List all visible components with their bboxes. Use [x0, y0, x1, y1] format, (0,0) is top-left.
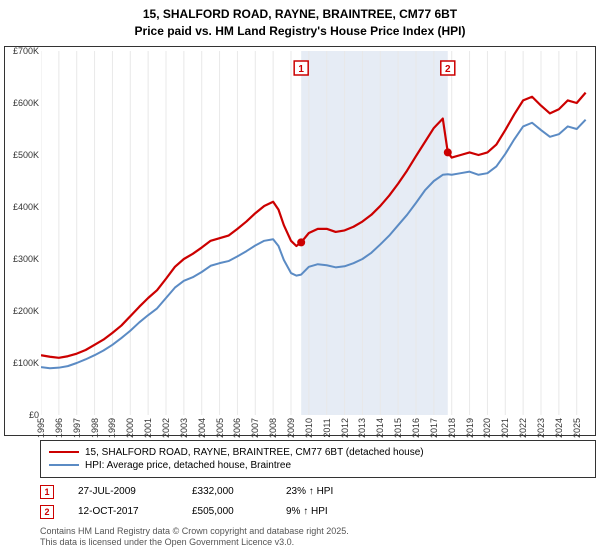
sale-hpi-1: 23% ↑ HPI	[286, 486, 356, 497]
chart-area: £0£100K£200K£300K£400K£500K£600K£700K 12…	[4, 46, 596, 436]
table-row: 2 12-OCT-2017 £505,000 9% ↑ HPI	[40, 502, 596, 522]
x-tick-label: 1998	[90, 418, 100, 438]
x-tick-label: 2019	[465, 418, 475, 438]
x-tick-label: 2012	[340, 418, 350, 438]
y-tick-label: £600K	[5, 98, 39, 108]
legend-swatch-hpi	[49, 464, 79, 467]
footer: Contains HM Land Registry data © Crown c…	[40, 526, 596, 549]
sale-marker-2: 2	[40, 505, 54, 519]
x-tick-label: 2001	[143, 418, 153, 438]
plot-region: 12	[41, 51, 591, 415]
sales-table: 1 27-JUL-2009 £332,000 23% ↑ HPI 2 12-OC…	[40, 482, 596, 522]
x-tick-label: 2010	[304, 418, 314, 438]
x-tick-label: 1999	[107, 418, 117, 438]
sale-price-2: £505,000	[192, 506, 262, 517]
legend-item-hpi: HPI: Average price, detached house, Brai…	[49, 460, 587, 471]
y-tick-label: £700K	[5, 46, 39, 56]
x-tick-label: 2008	[268, 418, 278, 438]
x-tick-label: 2007	[250, 418, 260, 438]
sale-date-1: 27-JUL-2009	[78, 486, 168, 497]
x-tick-label: 2017	[429, 418, 439, 438]
svg-text:1: 1	[298, 64, 304, 75]
sale-price-1: £332,000	[192, 486, 262, 497]
x-tick-label: 2020	[482, 418, 492, 438]
x-tick-label: 1995	[36, 418, 46, 438]
sale-hpi-2: 9% ↑ HPI	[286, 506, 356, 517]
chart-title-subtitle: Price paid vs. HM Land Registry's House …	[0, 23, 600, 40]
y-tick-label: £400K	[5, 202, 39, 212]
legend-label-property: 15, SHALFORD ROAD, RAYNE, BRAINTREE, CM7…	[85, 447, 424, 458]
legend-label-hpi: HPI: Average price, detached house, Brai…	[85, 460, 291, 471]
legend: 15, SHALFORD ROAD, RAYNE, BRAINTREE, CM7…	[40, 440, 596, 478]
x-tick-label: 2021	[500, 418, 510, 438]
legend-item-property: 15, SHALFORD ROAD, RAYNE, BRAINTREE, CM7…	[49, 447, 587, 458]
y-tick-label: £100K	[5, 358, 39, 368]
x-tick-label: 2011	[322, 418, 332, 437]
chart-container: 15, SHALFORD ROAD, RAYNE, BRAINTREE, CM7…	[0, 0, 600, 560]
legend-swatch-property	[49, 451, 79, 454]
sale-date-2: 12-OCT-2017	[78, 506, 168, 517]
x-tick-label: 2025	[572, 418, 582, 438]
sale-marker-1: 1	[40, 485, 54, 499]
y-tick-label: £300K	[5, 254, 39, 264]
x-tick-label: 2013	[357, 418, 367, 438]
x-tick-label: 2014	[375, 418, 385, 438]
x-tick-label: 2023	[536, 418, 546, 438]
x-tick-label: 2000	[125, 418, 135, 438]
x-tick-label: 2016	[411, 418, 421, 438]
x-tick-label: 2004	[197, 418, 207, 438]
x-tick-label: 2015	[393, 418, 403, 438]
x-tick-label: 1996	[54, 418, 64, 438]
x-tick-label: 2024	[554, 418, 564, 438]
x-tick-label: 2006	[232, 418, 242, 438]
x-tick-label: 1997	[72, 418, 82, 438]
line-chart-svg: 12	[41, 51, 591, 415]
y-tick-label: £0	[5, 410, 39, 420]
chart-title-address: 15, SHALFORD ROAD, RAYNE, BRAINTREE, CM7…	[0, 6, 600, 23]
x-tick-label: 2003	[179, 418, 189, 438]
y-tick-label: £200K	[5, 306, 39, 316]
footer-line-1: Contains HM Land Registry data © Crown c…	[40, 526, 596, 538]
x-tick-label: 2002	[161, 418, 171, 438]
footer-line-2: This data is licensed under the Open Gov…	[40, 537, 596, 549]
svg-text:2: 2	[445, 64, 451, 75]
table-row: 1 27-JUL-2009 £332,000 23% ↑ HPI	[40, 482, 596, 502]
x-tick-label: 2009	[286, 418, 296, 438]
x-tick-label: 2005	[215, 418, 225, 438]
x-tick-label: 2022	[518, 418, 528, 438]
x-tick-label: 2018	[447, 418, 457, 438]
chart-title-block: 15, SHALFORD ROAD, RAYNE, BRAINTREE, CM7…	[0, 0, 600, 42]
y-tick-label: £500K	[5, 150, 39, 160]
